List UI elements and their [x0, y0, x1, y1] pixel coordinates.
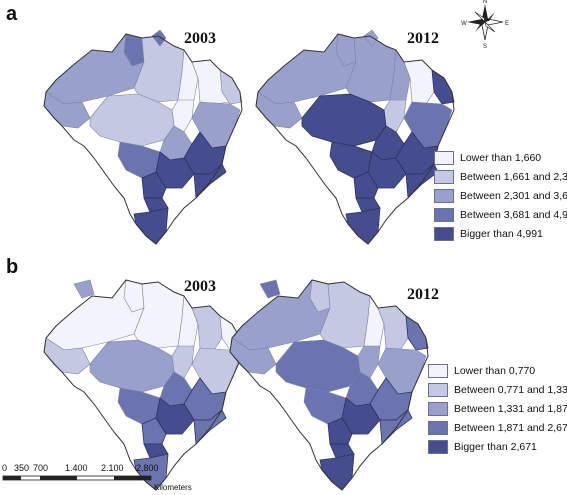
region-rs — [133, 207, 169, 245]
scale-tick: 1.400 — [65, 463, 88, 473]
legend-b: Lower than 0,770 Between 0,771 and 1,330… — [428, 361, 567, 456]
legend-label: Between 0,771 and 1,330 — [454, 383, 567, 396]
scale-tick: 0 — [2, 463, 8, 473]
legend-item: Between 2,301 and 3,680 — [434, 186, 567, 205]
legend-swatch — [434, 207, 454, 222]
panel-label-a: a — [6, 3, 18, 25]
legend-item: Between 0,771 and 1,330 — [428, 380, 567, 399]
legend-swatch — [434, 150, 454, 165]
legend-label: Between 1,871 and 2,670 — [454, 421, 567, 434]
legend-item: Lower than 1,660 — [434, 148, 564, 167]
legend-item: Between 1,871 and 2,670 — [428, 418, 567, 437]
map-a-2012 — [255, 29, 455, 245]
scale-tick: 2,800 — [136, 463, 159, 473]
region-parana — [141, 171, 167, 199]
scale-tick: 700 — [33, 463, 49, 473]
compass-w: W — [461, 21, 467, 27]
legend-label: Lower than 1,660 — [460, 151, 542, 164]
map-b-2012 — [229, 279, 429, 491]
legend-swatch — [428, 401, 448, 416]
legend-item: Between 1,331 and 1,870 — [428, 399, 567, 418]
scale-unit: Kilometers — [154, 483, 192, 492]
legend-label: Between 2,301 and 3,680 — [460, 189, 567, 202]
legend-swatch — [428, 420, 448, 435]
legend-label: Lower than 0,770 — [454, 364, 536, 377]
legend-swatch — [434, 188, 454, 203]
legend-item: Bigger than 4,991 — [434, 224, 564, 243]
year-label-b-2003: 2003 — [184, 278, 216, 295]
compass-n: N — [483, 0, 487, 5]
legend-swatch — [428, 439, 448, 454]
legend-a: Lower than 1,660 Between 1,661 and 2,300… — [434, 148, 567, 243]
scale-tick: 2.100 — [101, 463, 124, 473]
scale-bar-graphic — [2, 475, 152, 481]
year-label-a-2012: 2012 — [407, 30, 439, 47]
scale-bar: 0 350 700 1.400 2.100 2,800 Kilometers — [2, 463, 302, 493]
legend-swatch — [428, 363, 448, 378]
legend-label: Between 1,661 and 2,300 — [460, 170, 567, 183]
north-arrow-icon — [467, 4, 504, 41]
legend-item: Bigger than 2,671 — [428, 437, 558, 456]
region-sp — [155, 151, 195, 189]
region-amapa — [151, 29, 167, 47]
legend-item: Between 3,681 and 4,990 — [434, 205, 567, 224]
legend-swatch — [434, 169, 454, 184]
legend-label: Between 3,681 and 4,990 — [460, 208, 567, 221]
map-b-2003 — [43, 279, 243, 491]
compass-s: S — [483, 44, 487, 50]
map-a-2003 — [43, 29, 243, 245]
legend-swatch — [434, 226, 454, 241]
year-label-b-2012: 2012 — [407, 286, 439, 303]
compass-e: E — [505, 21, 509, 27]
legend-item: Lower than 0,770 — [428, 361, 558, 380]
legend-swatch — [428, 382, 448, 397]
legend-item: Between 1,661 and 2,300 — [434, 167, 567, 186]
year-label-a-2003: 2003 — [184, 30, 216, 47]
legend-label: Bigger than 2,671 — [454, 440, 537, 453]
panel-label-b: b — [6, 256, 19, 278]
legend-label: Bigger than 4,991 — [460, 227, 543, 240]
scale-tick: 350 — [14, 463, 30, 473]
legend-label: Between 1,331 and 1,870 — [454, 402, 567, 415]
